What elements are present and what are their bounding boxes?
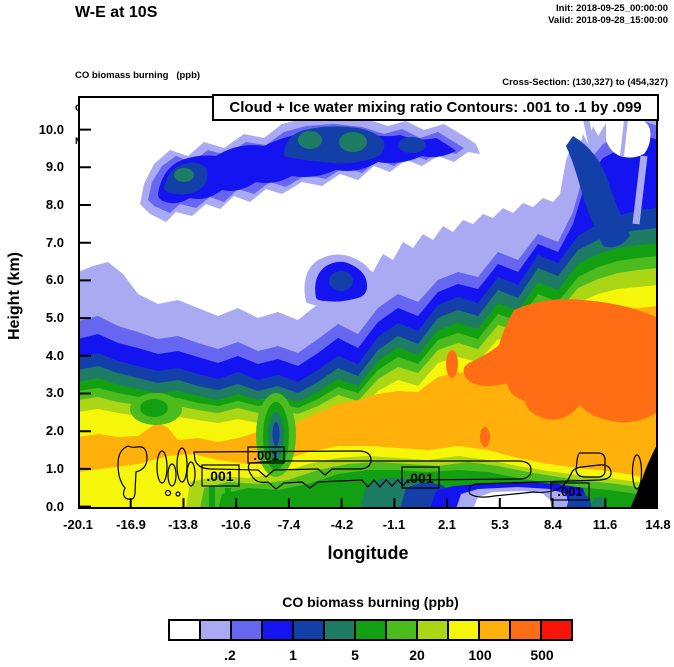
y-tick-label: 6.0	[45, 272, 64, 287]
y-tick-label: 3.0	[45, 385, 64, 400]
contour-label-box	[201, 464, 240, 487]
colorbar-title: CO biomass burning (ppb)	[282, 594, 459, 610]
x-tick-label: -1.1	[382, 517, 406, 532]
x-tick-label: 8.4	[543, 517, 563, 532]
colorbar-tick-label: 20	[409, 647, 425, 663]
colorbar-tick-label: 1	[289, 647, 297, 663]
terrain	[630, 443, 658, 509]
x-tick-label: 2.1	[437, 517, 457, 532]
colorbar-cell	[170, 621, 201, 639]
top-right-clear-patch	[606, 117, 651, 158]
init-time: Init: 2018-09-25_00:00:00	[556, 3, 668, 14]
contour-label: .001	[206, 468, 233, 484]
colorbar	[168, 619, 573, 641]
colorbar-cell	[542, 621, 571, 639]
co-maximum-core	[446, 299, 658, 447]
colorbar-cell	[418, 621, 449, 639]
x-tick-label: -20.1	[63, 517, 93, 532]
colorbar-tick-label: 500	[530, 647, 554, 663]
y-ticks	[78, 128, 91, 508]
colorbar-tick-label: 5	[351, 647, 359, 663]
upper-cloud-band	[140, 116, 480, 222]
cross-section-plot: .001 .001 .001 .001	[78, 96, 658, 509]
x-tick-label: 5.3	[490, 517, 510, 532]
run-times: Init: 2018-09-25_00:00:00 Valid: 2018-09…	[548, 3, 668, 27]
contour-labels: .001 .001 .001 .001	[206, 448, 582, 499]
green-pocket	[130, 393, 182, 425]
contour-label-box	[550, 482, 590, 501]
x-axis-label: longitude	[327, 543, 409, 563]
colorbar-cell	[356, 621, 387, 639]
contour-label: .001	[406, 470, 433, 486]
vertical-plume	[256, 393, 296, 477]
valid-time: Valid: 2018-09-28_15:00:00	[548, 15, 668, 26]
colorbar-tick-label: 100	[468, 647, 492, 663]
colorbar-cell	[294, 621, 325, 639]
colorbar-cell	[511, 621, 542, 639]
top-right-details	[566, 99, 651, 248]
y-tick-label: 10.0	[38, 122, 64, 137]
x-tick-label: 11.6	[592, 517, 618, 532]
x-tick-label: -16.9	[116, 517, 146, 532]
colorbar-cell	[449, 621, 480, 639]
colorbar-cell	[263, 621, 294, 639]
x-tick-label: -10.6	[221, 517, 251, 532]
contour-label: .001	[253, 448, 278, 463]
y-tick-label: 1.0	[45, 461, 64, 476]
y-tick-label: 9.0	[45, 159, 64, 174]
contour-label-box	[401, 466, 440, 489]
cloud-contour-lines	[117, 445, 643, 501]
y-axis-label: Height (km)	[6, 252, 23, 340]
x-tick-label: -7.4	[277, 517, 301, 532]
contour-label-box	[247, 446, 285, 464]
mid-cloud-cluster	[304, 254, 376, 307]
contour-label: .001	[557, 484, 582, 499]
contour-banner: Cloud + Ice water mixing ratio Contours:…	[212, 94, 659, 121]
x-tick-label: -13.8	[168, 517, 198, 532]
colorbar-cell	[232, 621, 263, 639]
field-co: CO biomass burning (ppb)	[75, 70, 201, 81]
colorbar-cell	[387, 621, 418, 639]
x-tick-label: 14.8	[645, 517, 671, 532]
y-tick-label: 0.0	[45, 499, 64, 514]
co-filled-field	[78, 96, 658, 509]
colorbar-cell	[480, 621, 511, 639]
y-tick-label: 2.0	[45, 423, 64, 438]
colorbar-cell	[201, 621, 232, 639]
y-tick-label: 8.0	[45, 197, 64, 212]
y-tick-label: 5.0	[45, 310, 64, 325]
cross-section-label: Cross-Section: (130,327) to (454,327)	[502, 77, 668, 88]
colorbar-tick-label: .2	[224, 647, 236, 663]
y-tick-label: 7.0	[45, 235, 64, 250]
x-tick-label: -4.2	[330, 517, 354, 532]
y-tick-label: 4.0	[45, 348, 64, 363]
colorbar-cell	[325, 621, 356, 639]
page-title: W-E at 10S	[75, 4, 158, 21]
